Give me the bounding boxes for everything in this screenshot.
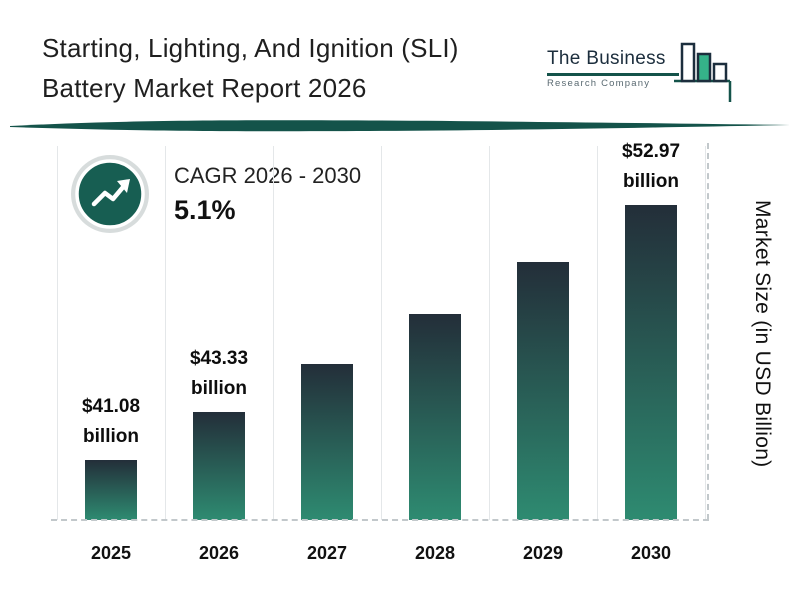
gridline [57,146,58,520]
x-axis-label: 2026 [198,543,240,563]
gridline [705,146,706,520]
gridline [381,146,382,520]
bar-group-2029: 2029 [489,136,597,563]
bar-group-2030: $52.97 billion 2030 [597,136,705,563]
bar-chart-logo-icon [674,42,732,102]
bar-2025 [85,460,137,520]
trend-up-icon [71,155,149,233]
logo-underline [547,73,679,76]
bar-value-label: $41.08 billion [76,391,146,452]
bar-value-label: $52.97 billion [616,136,686,197]
bar-group-2028: 2028 [381,136,489,563]
company-logo: The Business Research Company [547,36,752,108]
page-title-line2: Battery Market Report 2026 [42,73,367,103]
cagr-text: CAGR 2026 - 2030 5.1% [174,163,361,226]
bar-2028 [409,314,461,520]
cagr-value: 5.1% [174,194,236,225]
x-axis-label: 2027 [306,543,348,563]
page-title-line1: Starting, Lighting, And Ignition (SLI) [42,33,459,63]
bar-group-2025: $41.08 billion 2025 [57,136,165,563]
logo-name: The Business [547,48,666,69]
gridline [489,146,490,520]
gridline [597,146,598,520]
bar-group-2026: $43.33 billion 2026 [165,136,273,563]
cagr-badge: CAGR 2026 - 2030 5.1% [68,152,361,236]
y-axis-title: Market Size (in USD Billion) [751,200,774,468]
x-axis-label: 2028 [414,543,456,563]
logo-subtitle: Research Company [547,77,651,89]
bar-2026 [193,412,245,520]
y-axis-dashed-line [707,143,709,520]
cagr-label: CAGR 2026 - 2030 [174,162,362,188]
x-axis-baseline [51,519,709,521]
gridline [273,146,274,520]
bars-row: $41.08 billion 2025 $43.33 billion 2026 2027 20… [57,136,705,563]
bar-2027 [301,364,353,520]
bar-chart: $41.08 billion 2025 $43.33 billion 2026 2027 20… [51,136,709,563]
x-axis-label: 2029 [522,543,564,563]
x-axis-label: 2030 [630,543,672,563]
x-axis-label: 2025 [90,543,132,563]
bar-2029 [517,262,569,520]
bar-value-label: $43.33 billion [184,343,254,404]
bar-group-2027: 2027 [273,136,381,563]
company-logo-text: The Business Research Company [547,48,679,89]
gridline [165,146,166,520]
page-title: Starting, Lighting, And Ignition (SLI) B… [42,28,459,108]
divider-swoosh [10,120,790,132]
bar-2030 [625,205,677,520]
